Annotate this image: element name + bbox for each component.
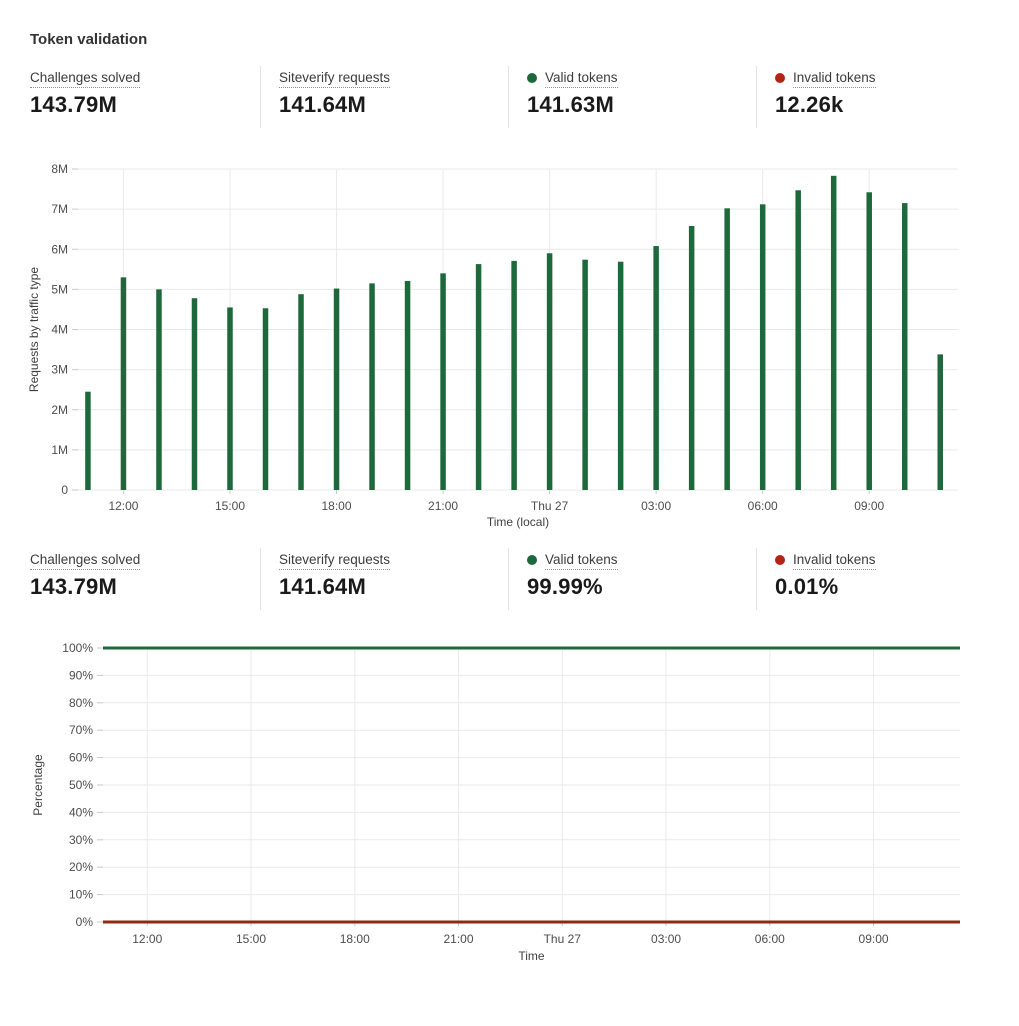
y-tick-label: 70% (69, 723, 93, 737)
traffic-bar[interactable] (546, 253, 553, 490)
x-tick-label: 06:00 (748, 499, 778, 513)
traffic-bar[interactable] (511, 260, 517, 490)
traffic-bar[interactable] (759, 204, 766, 490)
traffic-bar[interactable] (156, 289, 162, 490)
x-tick-label: 18:00 (340, 932, 370, 946)
x-tick-label: 15:00 (215, 499, 245, 513)
traffic-bar[interactable] (901, 203, 908, 490)
stat-value-invalid-tokens: 12.26k (775, 92, 844, 117)
x-tick-label: 21:00 (444, 932, 474, 946)
valid-tokens-dot-icon (527, 555, 537, 565)
y-tick-label: 100% (62, 641, 93, 655)
stat-valid-tokens-pct: Valid tokens 99.99% (508, 548, 756, 610)
x-tick-label: Thu 27 (531, 499, 569, 513)
traffic-bar[interactable] (937, 354, 943, 490)
x-tick-label: 21:00 (428, 499, 458, 513)
stat-value-valid-tokens: 141.63M (527, 92, 615, 117)
token-percentage-line-chart[interactable]: 12:00 15:00 18:00 21:00 Thu 27 03:00 06:00 09:0… (0, 630, 1019, 975)
x-tick-label: 18:00 (322, 499, 352, 513)
stats-row-percentages: Challenges solved 143.79M Siteverify req… (30, 548, 1004, 610)
stat-label-valid-tokens[interactable]: Valid tokens (545, 551, 618, 570)
y-tick-label: 90% (69, 668, 93, 682)
x-tick-label: 03:00 (651, 932, 681, 946)
y-tick-label: 0 (61, 483, 68, 497)
traffic-bar[interactable] (333, 288, 340, 490)
traffic-bar[interactable] (440, 273, 446, 490)
traffic-bar[interactable] (688, 225, 695, 490)
x-tick-label: 06:00 (755, 932, 785, 946)
stat-challenges-solved: Challenges solved 143.79M (30, 66, 260, 128)
traffic-bar[interactable] (227, 307, 233, 490)
stat-invalid-tokens: Invalid tokens 12.26k (756, 66, 1004, 128)
y-tick-label: 40% (69, 805, 93, 819)
y-tick-label: 20% (69, 860, 93, 874)
stat-siteverify-requests: Siteverify requests 141.64M (260, 66, 508, 128)
y-tick-label: 60% (69, 751, 93, 765)
y-axis-title: Percentage (31, 754, 45, 816)
x-tick-label: 09:00 (854, 499, 884, 513)
stat-label-challenges-solved[interactable]: Challenges solved (30, 551, 141, 570)
x-tick-label: 12:00 (132, 932, 162, 946)
traffic-bar[interactable] (582, 259, 588, 490)
y-tick-label: 80% (69, 696, 93, 710)
traffic-bar[interactable] (724, 208, 730, 490)
requests-by-traffic-type-bar-chart[interactable]: 12:00 15:00 18:00 21:00 Thu 27 03:00 06:00 09:0… (0, 155, 1019, 537)
y-tick-label: 5M (51, 282, 68, 296)
stat-siteverify-requests-pct: Siteverify requests 141.64M (260, 548, 508, 610)
stat-challenges-solved-pct: Challenges solved 143.79M (30, 548, 260, 610)
traffic-bar[interactable] (120, 277, 127, 490)
traffic-bar[interactable] (262, 308, 269, 490)
y-tick-label: 7M (51, 202, 68, 216)
y-tick-label: 4M (51, 323, 68, 337)
stat-label-challenges-solved[interactable]: Challenges solved (30, 69, 141, 88)
traffic-bar[interactable] (653, 246, 659, 490)
x-tick-label: 03:00 (641, 499, 671, 513)
traffic-bar[interactable] (369, 283, 375, 490)
stat-label-siteverify-requests[interactable]: Siteverify requests (279, 69, 391, 88)
x-tick-label: 09:00 (859, 932, 889, 946)
stat-value-siteverify-requests: 141.64M (279, 92, 367, 117)
x-tick-label: 12:00 (108, 499, 138, 513)
x-axis-title: Time (518, 949, 545, 963)
traffic-bar[interactable] (85, 391, 91, 490)
stat-value-siteverify-requests: 141.64M (279, 574, 367, 599)
x-tick-label: Thu 27 (544, 932, 582, 946)
traffic-bar[interactable] (404, 280, 411, 490)
y-tick-label: 10% (69, 888, 93, 902)
stat-label-invalid-tokens[interactable]: Invalid tokens (793, 69, 876, 88)
stat-value-challenges-solved: 143.79M (30, 92, 118, 117)
traffic-bar[interactable] (866, 192, 872, 490)
invalid-tokens-dot-icon (775, 555, 785, 565)
invalid-tokens-dot-icon (775, 73, 785, 83)
stat-valid-tokens: Valid tokens 141.63M (508, 66, 756, 128)
y-tick-label: 30% (69, 833, 93, 847)
stats-row-counts: Challenges solved 143.79M Siteverify req… (30, 66, 1004, 128)
stat-value-challenges-solved: 143.79M (30, 574, 118, 599)
y-tick-label: 50% (69, 778, 93, 792)
traffic-bar[interactable] (191, 298, 198, 490)
y-tick-label: 6M (51, 242, 68, 256)
y-tick-label: 8M (51, 162, 68, 176)
valid-tokens-dot-icon (527, 73, 537, 83)
y-tick-label: 1M (51, 443, 68, 457)
x-axis-title: Time (local) (487, 515, 549, 529)
stat-value-valid-tokens: 99.99% (527, 574, 603, 599)
stat-invalid-tokens-pct: Invalid tokens 0.01% (756, 548, 1004, 610)
stat-label-invalid-tokens[interactable]: Invalid tokens (793, 551, 876, 570)
y-axis-title: Requests by traffic type (27, 267, 41, 393)
traffic-bar[interactable] (475, 264, 482, 490)
x-tick-label: 15:00 (236, 932, 266, 946)
traffic-bar[interactable] (298, 294, 304, 490)
traffic-bar[interactable] (830, 175, 837, 490)
stat-value-invalid-tokens: 0.01% (775, 574, 839, 599)
page-title: Token validation (30, 31, 148, 48)
traffic-bar[interactable] (795, 190, 801, 491)
y-tick-label: 0% (76, 915, 94, 929)
stat-label-siteverify-requests[interactable]: Siteverify requests (279, 551, 391, 570)
stat-label-valid-tokens[interactable]: Valid tokens (545, 69, 618, 88)
y-tick-label: 2M (51, 403, 68, 417)
traffic-bar[interactable] (617, 261, 624, 490)
y-tick-label: 3M (51, 363, 68, 377)
